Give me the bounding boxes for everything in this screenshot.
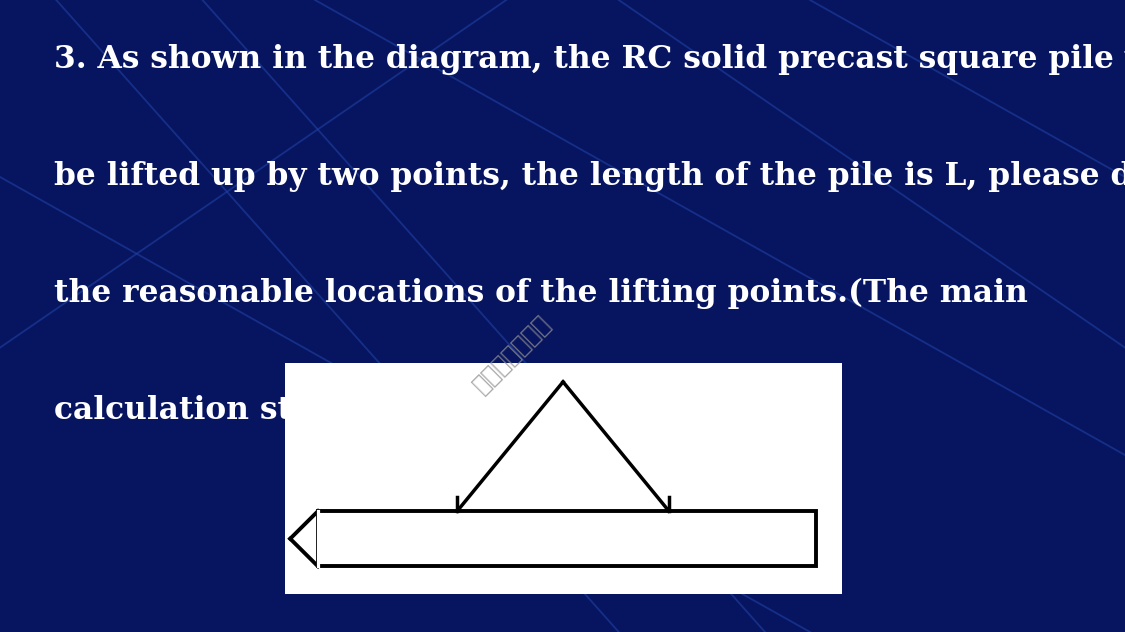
Text: be lifted up by two points, the length of the pile is L, please derive: be lifted up by two points, the length o… [54,161,1125,192]
Text: 本资料仅作授。: 本资料仅作授。 [468,310,556,398]
Text: 3. As shown in the diagram, the RC solid precast square pile will: 3. As shown in the diagram, the RC solid… [54,44,1125,75]
FancyBboxPatch shape [285,363,842,594]
Bar [318,511,817,566]
Text: the reasonable locations of the lifting points.(The main: the reasonable locations of the lifting … [54,278,1028,309]
Text: calculation steps should be shown): calculation steps should be shown) [54,395,669,426]
